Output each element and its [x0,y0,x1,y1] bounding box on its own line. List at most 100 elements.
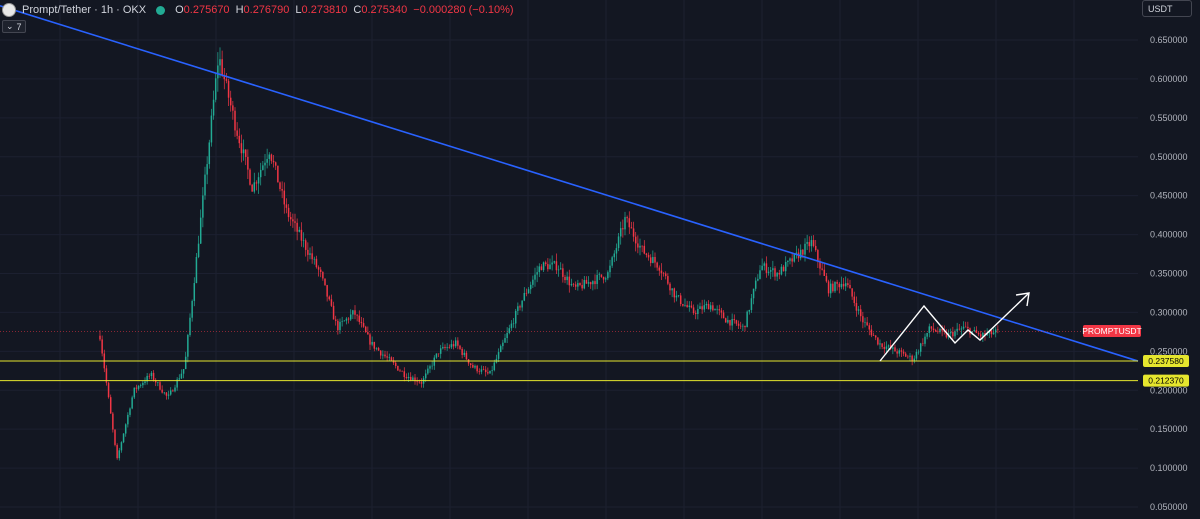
candle-body [386,356,388,358]
candle-body [615,248,618,254]
candle-body [206,164,208,175]
candle-body [859,309,862,317]
support-levels[interactable]: 0.237580 0.212370 [0,355,1189,387]
ohlc-change: −0.000280 (−0.10%) [413,4,514,16]
price-projection-path[interactable] [879,293,1029,362]
price-axis-tick-label: 0.550000 [1150,113,1188,123]
candle-body [656,262,658,268]
candle-body [114,429,116,445]
candle-body [459,345,461,349]
candle-body [178,378,181,380]
candle-body [184,356,187,370]
candle-body [744,325,746,328]
candle-body [799,249,802,259]
candle-body [131,397,133,409]
price-axis[interactable]: 0.650000 0.600000 0.550000 0.500000 0.450000… [1150,35,1188,512]
candle-body [388,357,391,358]
candle-body [864,322,866,323]
currency-select[interactable]: USDT [1142,0,1192,17]
candle-body [122,433,125,443]
candle-body [517,306,519,311]
descending-trendline[interactable] [0,4,1139,362]
candle-body [302,240,305,241]
candle-body [474,365,476,368]
candle-body [341,321,343,322]
candle-body [169,390,172,395]
candle-body [868,325,871,330]
candle-body [544,262,547,265]
candle-body [424,373,427,379]
candle-body [334,319,337,321]
candle-body [229,97,232,106]
candle-body [677,295,680,297]
candle-body [221,59,223,76]
candle-body [264,162,266,166]
candle-body [472,364,474,368]
candle-body [242,149,245,154]
indicator-count: 7 [16,21,22,32]
candle-body [519,306,521,308]
candle-body [240,143,243,154]
candle-body [844,283,847,287]
candle-body [917,351,920,353]
candle-body [270,154,273,161]
candle-body [292,219,294,222]
candle-body [694,313,697,315]
candle-body [223,75,226,80]
candle-body [574,284,577,287]
candle-body [699,306,701,309]
candle-body [956,328,958,332]
candle-body [926,332,928,337]
candle-body [819,261,821,269]
candle-body [686,305,688,307]
candle-body [945,332,948,338]
candle-body [964,326,967,328]
candle-body [313,258,316,260]
candle-body [259,169,262,178]
candle-body [630,227,633,229]
candle-body [382,354,384,356]
candle-body [407,376,410,379]
price-axis-tick-label: 0.600000 [1150,74,1188,84]
candle-body [165,392,168,396]
candle-body [952,331,954,337]
market-status-icon[interactable] [156,5,166,15]
candle-body [697,308,699,315]
arrow-head-icon [1015,292,1030,307]
candle-body [187,335,189,357]
candle-body [285,204,288,208]
candle-body [214,78,217,100]
candle-body [692,307,695,314]
candle-body [202,195,204,218]
candle-body [405,377,408,379]
candle-body [553,261,556,263]
candle-body [720,310,723,313]
candle-body [647,255,650,258]
candle-body [491,370,493,371]
candle-body [724,318,727,323]
candle-body [399,370,401,372]
candle-body [977,333,980,335]
chart-grid [0,0,1138,519]
candle-body [358,315,361,322]
candle-body [296,222,298,232]
indicators-toggle-button[interactable]: ⌄ 7 [2,20,26,33]
price-axis-tick-label: 0.400000 [1150,230,1188,240]
candle-body [806,242,808,244]
candle-body [549,264,551,270]
candle-body [540,266,543,271]
candle-body [883,346,886,349]
candle-body [429,366,431,369]
candle-body [735,320,738,324]
candle-body [915,351,918,359]
candle-body [332,305,335,320]
candle-body [268,154,271,159]
candle-body [461,348,463,355]
candle-body [161,389,163,393]
candle-body [433,357,436,366]
candle-body [478,371,481,372]
symbol-title[interactable]: Prompt/Tether · 1h · OKX [22,4,147,16]
candle-body [808,242,811,247]
candle-body [191,300,193,318]
